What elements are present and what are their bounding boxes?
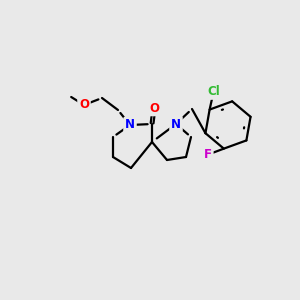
Text: F: F <box>204 148 212 161</box>
Text: O: O <box>149 101 159 115</box>
Text: O: O <box>79 98 89 112</box>
Text: N: N <box>125 118 135 131</box>
Text: Cl: Cl <box>207 85 220 98</box>
Text: N: N <box>171 118 181 130</box>
